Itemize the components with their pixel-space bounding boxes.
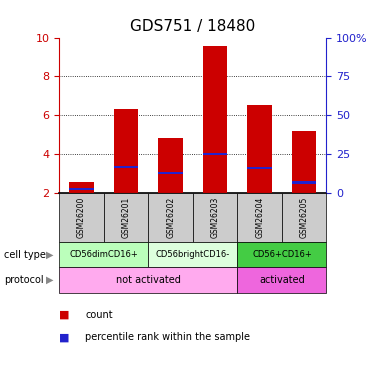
Bar [59, 242, 148, 267]
Bar [59, 193, 104, 242]
Bar [158, 172, 183, 174]
Title: GDS751 / 18480: GDS751 / 18480 [130, 18, 256, 33]
Bar [203, 153, 227, 156]
Bar [158, 138, 183, 193]
Text: cell type: cell type [4, 249, 46, 259]
Text: activated: activated [259, 275, 305, 285]
Bar [148, 193, 193, 242]
Bar [114, 108, 138, 193]
Bar [282, 193, 326, 242]
Text: GSM26201: GSM26201 [122, 197, 131, 238]
Bar [148, 242, 237, 267]
Bar [203, 46, 227, 193]
Bar [69, 188, 94, 190]
Text: CD56brightCD16-: CD56brightCD16- [156, 250, 230, 259]
Bar [114, 166, 138, 168]
Text: count: count [85, 310, 113, 320]
Bar [59, 267, 237, 292]
Bar [292, 182, 316, 184]
Text: ▶: ▶ [46, 275, 54, 285]
Text: protocol: protocol [4, 275, 43, 285]
Text: percentile rank within the sample: percentile rank within the sample [85, 333, 250, 342]
Text: GSM26205: GSM26205 [300, 197, 309, 238]
Bar [69, 182, 94, 193]
Bar [247, 105, 272, 193]
Bar [237, 193, 282, 242]
Bar [193, 193, 237, 242]
Text: ▶: ▶ [46, 249, 54, 259]
Text: GSM26203: GSM26203 [211, 197, 220, 238]
Text: ■: ■ [59, 310, 70, 320]
Text: GSM26200: GSM26200 [77, 197, 86, 238]
Text: CD56+CD16+: CD56+CD16+ [252, 250, 312, 259]
Text: GSM26202: GSM26202 [166, 197, 175, 238]
Bar [247, 167, 272, 169]
Text: ■: ■ [59, 333, 70, 342]
Bar [237, 267, 326, 292]
Text: GSM26204: GSM26204 [255, 197, 264, 238]
Text: CD56dimCD16+: CD56dimCD16+ [69, 250, 138, 259]
Text: not activated: not activated [116, 275, 181, 285]
Bar [104, 193, 148, 242]
Bar [237, 242, 326, 267]
Bar [292, 131, 316, 193]
